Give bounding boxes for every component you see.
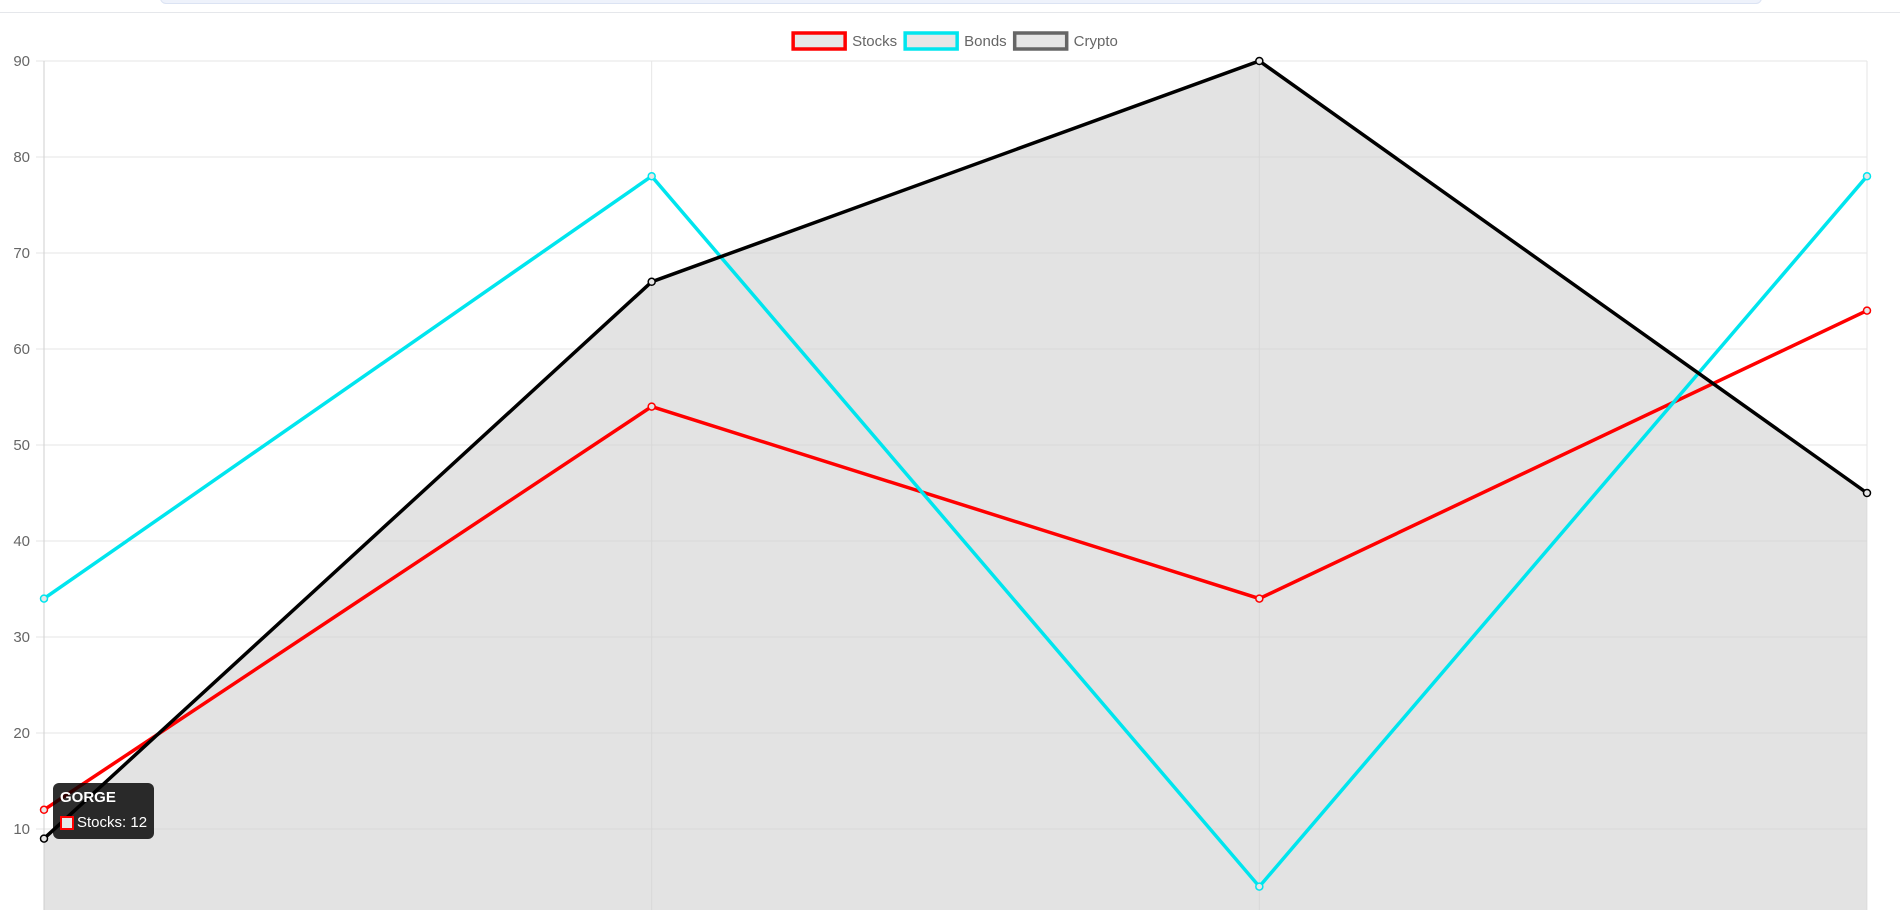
point-bonds-1[interactable] xyxy=(647,171,656,181)
tooltip-title: GORGE xyxy=(60,789,116,806)
area-fill-crypto xyxy=(44,61,1867,910)
legend-label-stocks: Stocks xyxy=(852,33,897,50)
y-tick-label-40: 40 xyxy=(13,533,30,550)
series-line-crypto[interactable] xyxy=(42,59,1869,840)
legend-swatch-stocks xyxy=(791,31,847,51)
point-bonds-2[interactable] xyxy=(1255,882,1264,891)
chart-legend[interactable]: Stocks Bonds Crypto xyxy=(791,31,1118,51)
legend-swatch-bonds xyxy=(903,31,959,51)
point-stocks-0[interactable] xyxy=(39,805,49,815)
chart-series-lines xyxy=(42,59,1869,890)
point-crypto-0[interactable] xyxy=(39,834,49,843)
y-tick-label-30: 30 xyxy=(13,629,30,646)
series-line-stocks[interactable] xyxy=(43,309,1868,812)
legend-label-crypto: Crypto xyxy=(1074,33,1118,50)
legend-item-stocks[interactable]: Stocks xyxy=(791,31,897,51)
legend-label-bonds: Bonds xyxy=(964,33,1007,50)
point-crypto-3[interactable] xyxy=(1862,488,1872,498)
point-stocks-2[interactable] xyxy=(1255,594,1264,603)
point-stocks-3[interactable] xyxy=(1862,306,1872,315)
y-tick-label-50: 50 xyxy=(13,437,30,454)
legend-item-crypto[interactable]: Crypto xyxy=(1012,31,1118,51)
y-tick-label-10: 10 xyxy=(13,821,30,838)
y-tick-label-90: 90 xyxy=(13,53,30,70)
legend-swatch-crypto xyxy=(1012,31,1069,51)
chart-tooltip: GORGE Stocks: 12 xyxy=(53,783,155,839)
legend-item-bonds[interactable]: Bonds xyxy=(903,31,1007,51)
tooltip-row: Stocks: 12 xyxy=(60,814,147,831)
y-tick-label-60: 60 xyxy=(13,341,30,358)
point-crypto-2[interactable] xyxy=(1255,56,1264,66)
chart-data-points xyxy=(39,56,1872,891)
y-tick-label-70: 70 xyxy=(13,245,30,262)
point-bonds-3[interactable] xyxy=(1862,171,1872,181)
y-axis-ticks: 10 20 30 40 50 60 70 80 90 xyxy=(13,53,30,838)
series-line-bonds[interactable] xyxy=(43,173,1869,890)
y-tick-label-20: 20 xyxy=(13,725,30,742)
top-bar xyxy=(0,0,1900,13)
y-tick-label-80: 80 xyxy=(13,149,30,166)
point-stocks-1[interactable] xyxy=(647,402,656,411)
point-crypto-1[interactable] xyxy=(647,277,656,287)
point-bonds-0[interactable] xyxy=(39,594,49,603)
chart-area-fills xyxy=(44,61,1867,910)
tooltip-value: Stocks: 12 xyxy=(77,814,148,831)
tooltip-color-swatch xyxy=(60,815,74,830)
